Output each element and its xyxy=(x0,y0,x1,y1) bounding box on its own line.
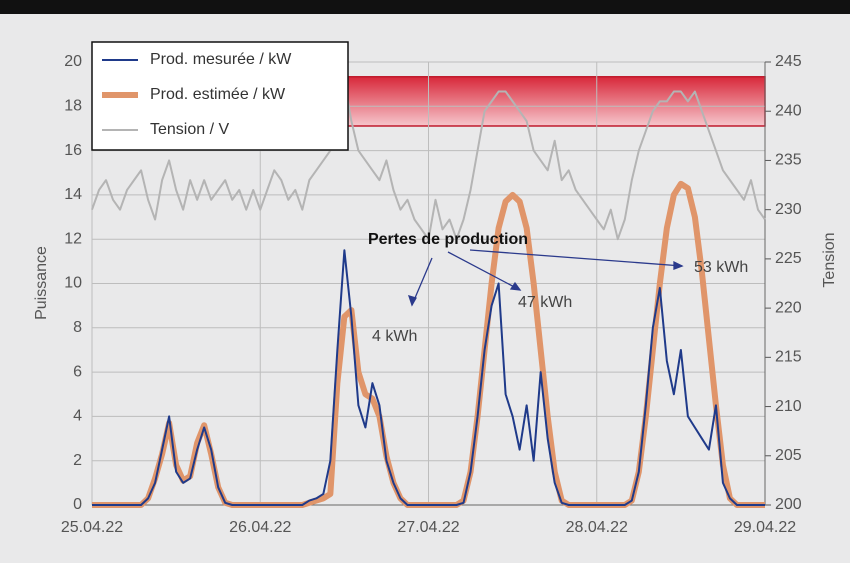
annotations xyxy=(407,249,684,307)
legend: Prod. mesurée / kW Prod. estimée / kW Tens… xyxy=(91,41,349,151)
annotation: Pertes de production xyxy=(368,231,528,248)
y-tick-label: 16 xyxy=(64,142,82,159)
y-tick-label: 20 xyxy=(64,53,82,70)
y-tick-label: 12 xyxy=(64,230,82,247)
series-line xyxy=(91,80,766,241)
legend-label: Tension / V xyxy=(150,121,229,138)
y-tick-label: 14 xyxy=(64,186,82,203)
y2-tick-label: 225 xyxy=(775,250,802,267)
x-tick-label: 29.04.22 xyxy=(734,519,796,536)
x-tick-label: 27.04.22 xyxy=(397,519,459,536)
y2-tick-label: 235 xyxy=(775,152,802,169)
legend-label: Prod. estimée / kW xyxy=(150,86,286,103)
y2-tick-label: 200 xyxy=(775,496,802,513)
arrow xyxy=(469,249,683,267)
plot-area: 0 2 4 6 8 10 12 14 16 18 20 25.04.22 26.04.22 27.04.2… xyxy=(61,53,802,536)
arrow-head xyxy=(407,295,417,307)
x-tick-label: 26.04.22 xyxy=(229,519,291,536)
series-line xyxy=(92,249,765,506)
annotation: 4 kWh xyxy=(372,328,417,345)
y2-tick-label: 220 xyxy=(775,299,802,316)
y-tick-label: 2 xyxy=(73,452,82,469)
y-tick-label: 4 xyxy=(73,408,82,425)
y-axis-label: Puissance xyxy=(33,246,50,320)
shaded-band xyxy=(343,76,766,127)
arrow xyxy=(447,251,521,291)
arrow-head xyxy=(673,260,684,270)
annotation: 53 kWh xyxy=(694,259,748,276)
y2-tick-label: 245 xyxy=(775,53,802,70)
y2-tick-label: 240 xyxy=(775,102,802,119)
top-bar xyxy=(0,0,850,14)
y2-tick-label: 210 xyxy=(775,398,802,415)
x-tick-label: 28.04.22 xyxy=(566,519,628,536)
y2-axis-label: Tension xyxy=(821,232,838,287)
y2-tick-label: 215 xyxy=(775,349,802,366)
y-tick-label: 8 xyxy=(73,319,82,336)
y-tick-label: 10 xyxy=(64,275,82,292)
arrow-head xyxy=(509,281,522,291)
annotation: 47 kWh xyxy=(518,294,572,311)
y-tick-label: 18 xyxy=(64,98,82,115)
y-tick-label: 6 xyxy=(73,363,82,380)
y2-tick-label: 230 xyxy=(775,201,802,218)
x-tick-label: 25.04.22 xyxy=(61,519,123,536)
legend-label: Prod. mesurée / kW xyxy=(150,51,292,68)
y2-tick-label: 205 xyxy=(775,447,802,464)
y-tick-label: 0 xyxy=(73,496,82,513)
